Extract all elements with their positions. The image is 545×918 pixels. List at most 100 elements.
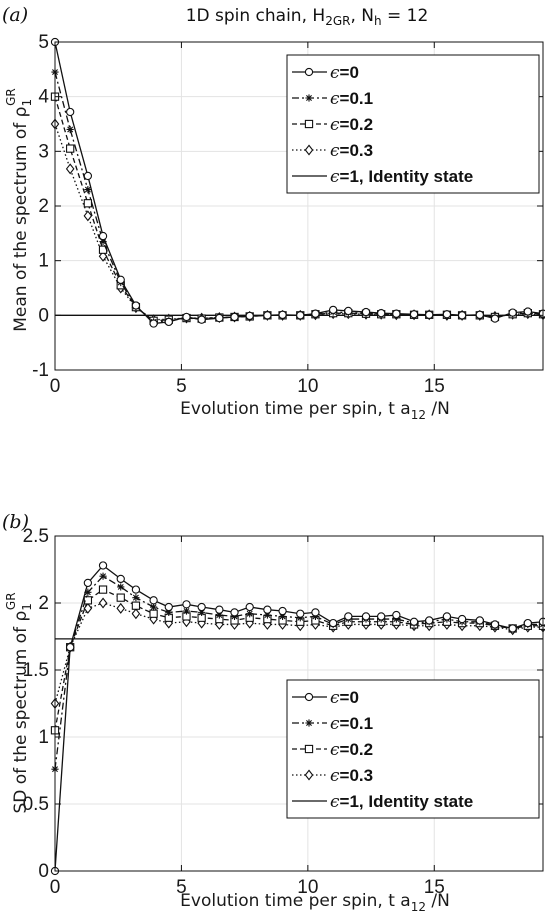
panel-a-series-0-point-21 [392,309,401,318]
panel-a-legend-box [286,54,540,194]
panel-a-legend-label-4: ϵ=1, Identity state [330,167,473,187]
panel-a-series-3-point-1 [65,163,75,175]
panel-b-series-3-point-2 [83,602,93,614]
panel-b-series-0-point-20 [377,612,386,621]
panel-b-series-0-point-8 [182,600,191,609]
panel-b-legend-marker-2 [304,744,314,754]
panel-b-x-tick-label-1: 5 [176,877,187,898]
panel-b-y-tick-label-1: 0.5 [23,794,49,815]
panel-b-series-0-point-14 [278,606,287,616]
panel-a-series-1-point-1 [66,125,74,134]
panel-b-series-2-point-5 [131,601,141,610]
panel-b-series-0-point-2 [83,578,93,588]
panel-b-legend-marker-1 [305,719,313,727]
panel-b-series-0-point-22 [409,617,419,626]
panel-b-legend-box [286,679,540,819]
panel-a-series-0-point-18 [344,306,353,316]
panel-b-series-1-point-14 [278,612,287,620]
panel-a-series-0-point-8 [182,312,191,322]
panel-b-y-tick-label-4: 2 [38,593,49,614]
panel-a-y-tick-label-4: 3 [38,141,49,162]
panel-b-series-0-point-9 [197,602,206,612]
panel-a-series-0-point-20 [377,308,386,318]
panel-a-series-0-point-5 [131,301,141,310]
panel-b-legend-marker-3 [304,769,314,781]
panel-a-series-0-point-22 [409,310,419,319]
panel-a-series-1-point-3 [99,237,107,246]
panel-b-series-1-point-9 [198,608,206,616]
panel-b-series-0-point-10 [215,605,224,614]
panel-b-legend: ϵ=0 ϵ=0.1 ϵ=0.2 ϵ=0.3 ϵ=1, Identity state [286,679,540,819]
panel-b-series-0 [50,561,545,876]
panel-a-legend-marker-3 [304,144,314,156]
panel-b-legend-label-2: ϵ=0.2 [330,740,373,760]
panel-a-x-tick-label-0: 0 [50,376,61,397]
panel-b-series-0-point-19 [361,612,371,621]
panel-b-series-0-point-4 [116,574,125,584]
panel-b-series-0-point-25 [457,614,467,624]
panel-a-x-tick-label-1: 5 [176,376,187,397]
panel-b-series-0-point-29 [523,618,532,628]
panel-b-y-tick-label-2: 1 [38,727,49,748]
panel-a-series-3-point-3 [98,250,108,262]
panel-b-series-0-point-17 [328,618,338,628]
panel-b-series-0-point-12 [245,602,254,612]
panel-b-legend-label-3: ϵ=0.3 [330,766,373,786]
panel-a-legend-marker-2 [304,119,314,129]
panel-a-y-tick-label-3: 2 [38,196,49,217]
panel-b-series-3-point-4 [116,602,126,614]
panel-a-series-0-point-15 [296,311,305,320]
panel-a-series-0-point-4 [116,275,125,284]
panel-b-series-0-point-5 [131,585,141,594]
panel-a-series-0-point-26 [475,310,484,319]
panel-b-x-tick-label-2: 10 [297,877,318,898]
panel-a-series-0-point-2 [83,171,93,181]
panel-b-series-0-point-26 [475,616,484,625]
panel-b-series-1-point-12 [246,610,254,618]
panel-a-x-axis-label: Evolution time per spin, t a12 /N [180,399,450,422]
panel-a-legend-label-0: ϵ=0 [330,63,359,83]
panel-a-series-0 [50,37,545,328]
panel-b-series-1-point-3 [99,572,107,580]
panel-a-series-3-point-2 [83,210,93,222]
panel-a-series-0-point-25 [457,311,467,320]
panel-b-y-tick-label-3: 1.5 [23,660,49,681]
panel-b-series-0-point-23 [425,616,434,625]
panel-b-legend-label-0: ϵ=0 [330,688,359,708]
panel-a-series-0-point-23 [425,310,434,319]
panel-b-series-1-point-4 [117,583,125,591]
panel-a-series-0-point-9 [197,315,206,324]
panel-b-series-0-point-13 [263,605,272,614]
panel-a-series-2-point-1 [66,144,75,153]
panel-b-axes-frame [54,535,544,872]
panel-a-legend-marker-1 [305,94,313,102]
panel-a-series-0-point-17 [328,305,338,315]
panel-b-series-0-point-16 [311,608,320,617]
panel-b-legend-marker-0 [304,692,314,702]
panel-a-legend: ϵ=0 ϵ=0.1 ϵ=0.2 ϵ=0.3 ϵ=1, Identity state [286,54,540,194]
panel-a-label: (a) [2,4,28,26]
panel-b-series-1-point-8 [182,607,191,615]
panel-b-chart: 0 5 10 15 0 0.5 1 1.5 2 2.5 ϵ=0 ϵ=0.1 ϵ=0.2 ϵ=0.3 ϵ=1,… [23,526,545,898]
panel-b-series-0-point-27 [490,620,500,629]
panel-b-series-0-point-24 [442,612,452,621]
panel-b-series-0-point-18 [344,612,353,621]
panel-b-x-tick-label-3: 15 [424,877,445,898]
panel-a-legend-label-2: ϵ=0.2 [330,115,373,135]
panel-a-series-2-point-2 [83,199,93,208]
panel-b-y-tick-label-0: 0 [38,861,49,882]
panel-b-series-1-point-5 [132,594,140,602]
panel-a-y-tick-label-2: 1 [38,251,49,272]
panel-b-series-0-point-1 [66,643,75,652]
panel-b-x-tick-label-0: 0 [50,877,61,898]
panel-b-series-0-point-7 [164,602,173,612]
panel-b-series-0-point-21 [392,610,401,620]
panel-b-series-0-point-15 [296,609,305,618]
panel-b-x-axis-label: Evolution time per spin, t a12 /N [180,891,450,914]
panel-b-label: (b) [2,511,29,533]
panel-a-series-0-point-3 [98,231,108,241]
panel-a-series-0-point-11 [230,312,239,322]
panel-a-x-tick-label-3: 15 [424,376,445,397]
